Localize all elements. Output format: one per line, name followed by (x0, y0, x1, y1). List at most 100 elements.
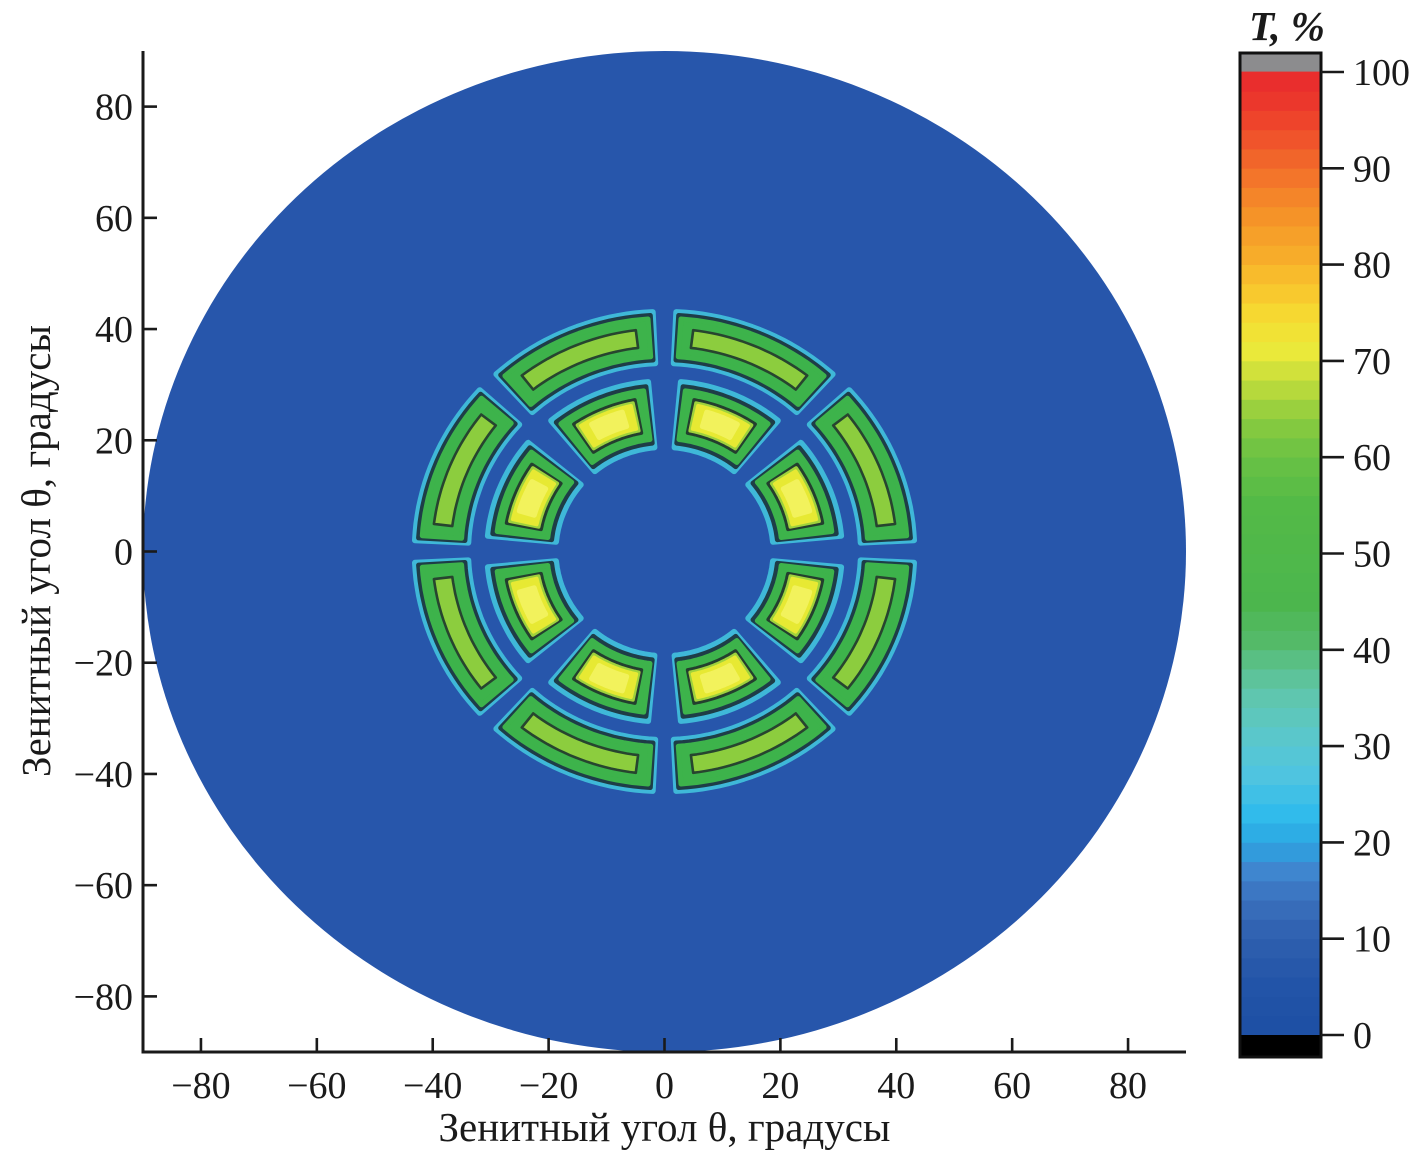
inner-lobe-contour (589, 409, 630, 440)
y-axis-title: Зенитный угол θ, градусы (13, 325, 59, 777)
plot-area (143, 51, 1186, 1052)
outer-arc-segment-contour (432, 413, 498, 528)
colorbar-band (1240, 341, 1321, 362)
colorbar-band (1240, 399, 1321, 420)
colorbar-tick-label: 100 (1353, 52, 1410, 94)
colorbar-band (1240, 264, 1321, 285)
colorbar-band (1240, 283, 1321, 304)
colorbar-tick-label: 50 (1353, 534, 1391, 576)
x-tick-label: −60 (287, 1065, 346, 1107)
inner-lobe-contour (699, 409, 740, 440)
colorbar-tick-label: 90 (1353, 148, 1391, 190)
y-tick-label: 60 (95, 198, 133, 240)
y-tick-label: −80 (74, 976, 133, 1018)
colorbar-band (1240, 456, 1321, 477)
colorbar: 0 10 20 30 40 50 60 70 80 90 100 (1238, 51, 1410, 1059)
colorbar-tick-label: 10 (1353, 919, 1391, 961)
outer-arc-segment-contour (831, 575, 897, 690)
colorbar-band (1240, 321, 1321, 343)
x-tick-label: 60 (993, 1065, 1031, 1107)
inner-lobe-contour (780, 585, 813, 624)
colorbar-band (1240, 976, 1321, 997)
x-tick-label: −20 (519, 1065, 578, 1107)
colorbar-band (1240, 745, 1321, 766)
colorbar-outline (1238, 51, 1323, 1059)
colorbar-band (1240, 803, 1321, 824)
colorbar-band (1240, 591, 1321, 612)
colorbar-band (1240, 572, 1321, 593)
colorbar-band (1240, 919, 1321, 940)
colorbar-band (1240, 996, 1321, 1017)
colorbar-band (1240, 707, 1321, 728)
colorbar-title: T, % (1249, 3, 1325, 49)
x-tick-label: −80 (171, 1065, 230, 1107)
colorbar-band (1240, 957, 1321, 978)
outer-arc-segment (412, 309, 917, 794)
x-tick-label: 40 (877, 1065, 915, 1107)
inner-lobe (484, 379, 845, 724)
x-tick-label: 0 (655, 1065, 674, 1107)
colorbar-tick-label: 70 (1353, 341, 1391, 383)
y-tick-label: 80 (95, 87, 133, 129)
inner-lobe-contour (516, 479, 549, 518)
colorbar-band (1240, 842, 1321, 863)
outer-arc-segment-contour (831, 413, 897, 528)
colorbar-tick-label: 80 (1353, 245, 1391, 287)
colorbar-band (1240, 437, 1321, 458)
colorbar-band (1240, 476, 1321, 497)
colorbar-band (1240, 861, 1321, 882)
colorbar-band (1240, 418, 1321, 439)
colorbar-band (1240, 880, 1321, 901)
colorbar-band (1240, 360, 1321, 381)
colorbar-band (1240, 225, 1321, 246)
colorbar-band (1240, 148, 1321, 169)
outer-arc-segment-contour (689, 712, 809, 775)
colorbar-tick-label: 0 (1353, 1015, 1372, 1057)
colorbar-band (1240, 822, 1321, 843)
colorbar-band (1240, 379, 1321, 400)
colorbar-band (1240, 110, 1321, 131)
x-tick-label: −40 (403, 1065, 462, 1107)
colorbar-tick-label: 20 (1353, 822, 1391, 864)
transmittance-sky-disk (143, 51, 1186, 1052)
colorbar-band (1240, 553, 1321, 574)
inner-lobe-contour (516, 585, 549, 624)
colorbar-tick-label: 40 (1353, 630, 1391, 672)
outer-arc-segment-contour (432, 575, 498, 690)
colorbar-over-band (1240, 53, 1321, 72)
colorbar-band (1240, 244, 1321, 265)
colorbar-band (1240, 302, 1321, 323)
outer-arc-segment-contour (689, 328, 809, 391)
y-tick-label: −40 (74, 754, 133, 796)
colorbar-band (1240, 764, 1321, 786)
outer-arc-segment-contour (520, 328, 640, 391)
y-tick-label: −20 (74, 643, 133, 685)
outer-arc-segment-contour (520, 712, 640, 775)
colorbar-band (1240, 495, 1321, 516)
colorbar-band (1240, 71, 1321, 92)
colorbar-band (1240, 533, 1321, 554)
colorbar-band (1240, 90, 1321, 111)
inner-lobe-contour (699, 663, 740, 694)
inner-lobe-contour (589, 663, 630, 694)
colorbar-band (1240, 899, 1321, 920)
colorbar-band (1240, 649, 1321, 670)
colorbar-tick-label: 60 (1353, 437, 1391, 479)
colorbar-band (1240, 206, 1321, 227)
colorbar-band (1240, 784, 1321, 805)
y-tick-label: 40 (95, 309, 133, 351)
y-tick-label: 20 (95, 420, 133, 462)
colorbar-band (1240, 938, 1321, 959)
x-axis-title: Зенитный угол θ, градусы (438, 1104, 891, 1150)
colorbar-band (1240, 1015, 1321, 1036)
colorbar-band (1240, 668, 1321, 689)
x-tick-label: 20 (761, 1065, 799, 1107)
colorbar-band (1240, 610, 1321, 631)
colorbar-band (1240, 726, 1321, 747)
colorbar-band (1240, 187, 1321, 208)
axes: −80 −60 −40 −20 0 20 40 60 80 −80 −60 −40 −20 0 20 40 60… (74, 51, 1186, 1107)
colorbar-band (1240, 167, 1321, 188)
y-tick-label: −60 (74, 865, 133, 907)
